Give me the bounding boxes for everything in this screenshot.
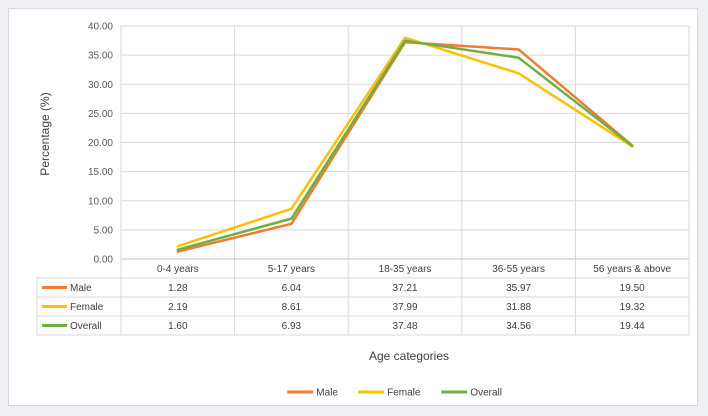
series-line-female xyxy=(176,36,634,248)
y-tick-label: 25.00 xyxy=(88,109,113,120)
table-cell-value: 2.19 xyxy=(168,302,188,313)
y-axis-title: Percentage (%) xyxy=(38,92,52,175)
legend-label: Male xyxy=(316,388,338,399)
y-tick-label: 40.00 xyxy=(88,22,113,33)
y-tick-label: 20.00 xyxy=(88,138,113,149)
y-tick-label: 5.00 xyxy=(94,225,114,236)
table-cell-value: 8.61 xyxy=(282,302,302,313)
data-table: 0-4 years 5-17 years 18-35 years 36-55 year… xyxy=(36,258,690,336)
legend-label: Overall xyxy=(470,388,502,399)
x-category-label: 36-55 years xyxy=(492,264,545,275)
y-tick-label: 0.00 xyxy=(94,255,114,266)
table-cell-value: 1.60 xyxy=(168,321,188,332)
line-chart: 0-4 years 5-17 years 18-35 years 36-55 year… xyxy=(36,22,690,399)
table-cell-value: 19.44 xyxy=(620,321,645,332)
y-tick-label: 30.00 xyxy=(88,80,113,91)
x-category-label: 0-4 years xyxy=(157,264,199,275)
y-tick-label: 15.00 xyxy=(88,167,113,178)
chart-frame: 0-4 years 5-17 years 18-35 years 36-55 year… xyxy=(8,8,698,406)
table-cell-value: 6.93 xyxy=(282,321,302,332)
x-axis-title: Age categories xyxy=(369,349,449,363)
table-series-name: Female xyxy=(70,302,104,313)
table-cell-value: 1.28 xyxy=(168,283,188,294)
table-cell-value: 19.50 xyxy=(620,283,645,294)
x-category-label: 56 years & above xyxy=(593,264,671,275)
x-category-label: 5-17 years xyxy=(268,264,315,275)
table-series-name: Male xyxy=(70,283,92,294)
y-tick-label: 10.00 xyxy=(88,196,113,207)
axis-labels: 0.00 5.00 10.00 15.00 20.00 25.00 30.00 35.00 40… xyxy=(88,22,113,266)
table-cell-value: 31.88 xyxy=(506,302,531,313)
x-category-label: 18-35 years xyxy=(379,264,432,275)
series-lines xyxy=(176,36,634,253)
table-cell-value: 37.99 xyxy=(392,302,417,313)
table-cell-value: 37.48 xyxy=(392,321,417,332)
legend-label: Female xyxy=(387,388,421,399)
table-cell-value: 35.97 xyxy=(506,283,531,294)
gridlines xyxy=(120,25,690,260)
table-cell-value: 6.04 xyxy=(282,283,302,294)
table-cell-value: 34.56 xyxy=(506,321,531,332)
series-line-overall xyxy=(176,39,634,251)
y-tick-label: 35.00 xyxy=(88,51,113,62)
table-cell-value: 19.32 xyxy=(620,302,645,313)
legend: Male Female Overall xyxy=(287,388,502,399)
table-cell-value: 37.21 xyxy=(392,283,417,294)
table-series-name: Overall xyxy=(70,321,102,332)
series-line-male xyxy=(176,41,634,253)
